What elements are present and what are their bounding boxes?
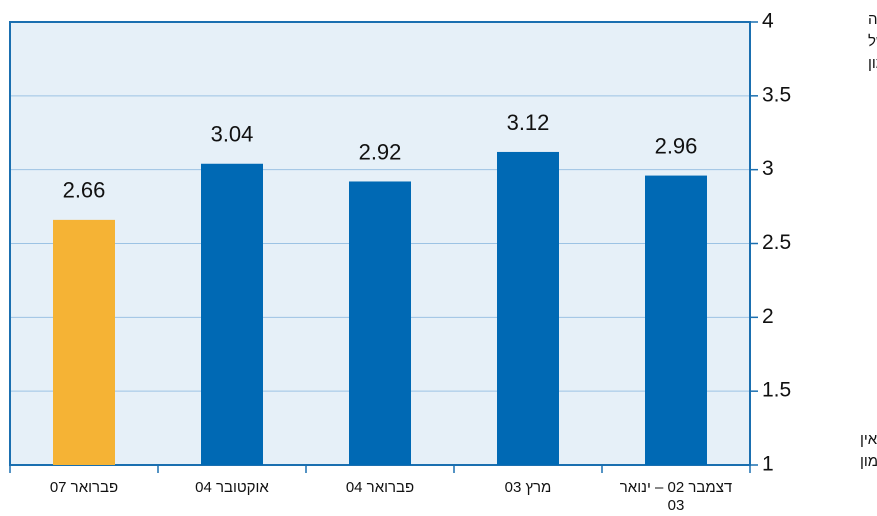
x-tick-label: פברואר 04 [345, 479, 415, 496]
y-tick-label: 1 [762, 453, 774, 476]
y-tick-label: 1.5 [762, 379, 791, 402]
x-tick-label: אוקטובר 04 [195, 479, 269, 496]
bar [201, 163, 263, 465]
value-label: 3.12 [507, 110, 550, 135]
value-label: 2.96 [655, 133, 698, 158]
value-label: 2.92 [359, 139, 402, 164]
y-tick-label: 3.5 [762, 83, 791, 106]
y-axis-bottom-label: אמון [860, 453, 877, 470]
x-tick-label: מרץ 03 [504, 479, 552, 496]
y-tick-label: 3 [762, 157, 774, 180]
y-tick-label: 4 [762, 10, 774, 33]
y-axis-top-label: מאוד של [868, 33, 877, 50]
y-tick-label: 2.5 [762, 231, 791, 254]
y-axis-top-label: מידה רבה [868, 11, 877, 28]
bar [497, 151, 559, 466]
bar [53, 219, 115, 465]
bar [349, 181, 411, 466]
y-tick-label: 2 [762, 305, 774, 328]
bar [645, 175, 707, 465]
value-label: 3.04 [211, 122, 254, 147]
x-tick-label: דצמבר 02 – ינואר 03 [619, 479, 733, 514]
value-label: 2.66 [63, 178, 106, 203]
y-axis-top-label: אמון [868, 55, 877, 72]
y-axis-bottom-label: כלל אין [860, 431, 877, 448]
x-tick-label: פברואר 07 [49, 479, 119, 496]
